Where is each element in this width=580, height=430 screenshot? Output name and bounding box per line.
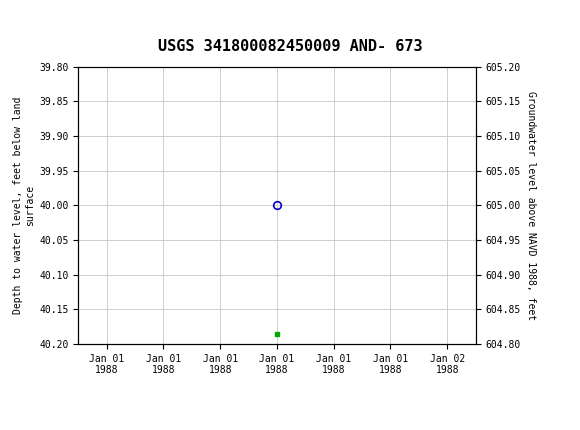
Y-axis label: Groundwater level above NAVD 1988, feet: Groundwater level above NAVD 1988, feet (526, 91, 536, 320)
Y-axis label: Depth to water level, feet below land
surface: Depth to water level, feet below land su… (13, 97, 35, 314)
Text: ≡USGS: ≡USGS (9, 9, 79, 27)
Text: USGS 341800082450009 AND- 673: USGS 341800082450009 AND- 673 (158, 39, 422, 54)
